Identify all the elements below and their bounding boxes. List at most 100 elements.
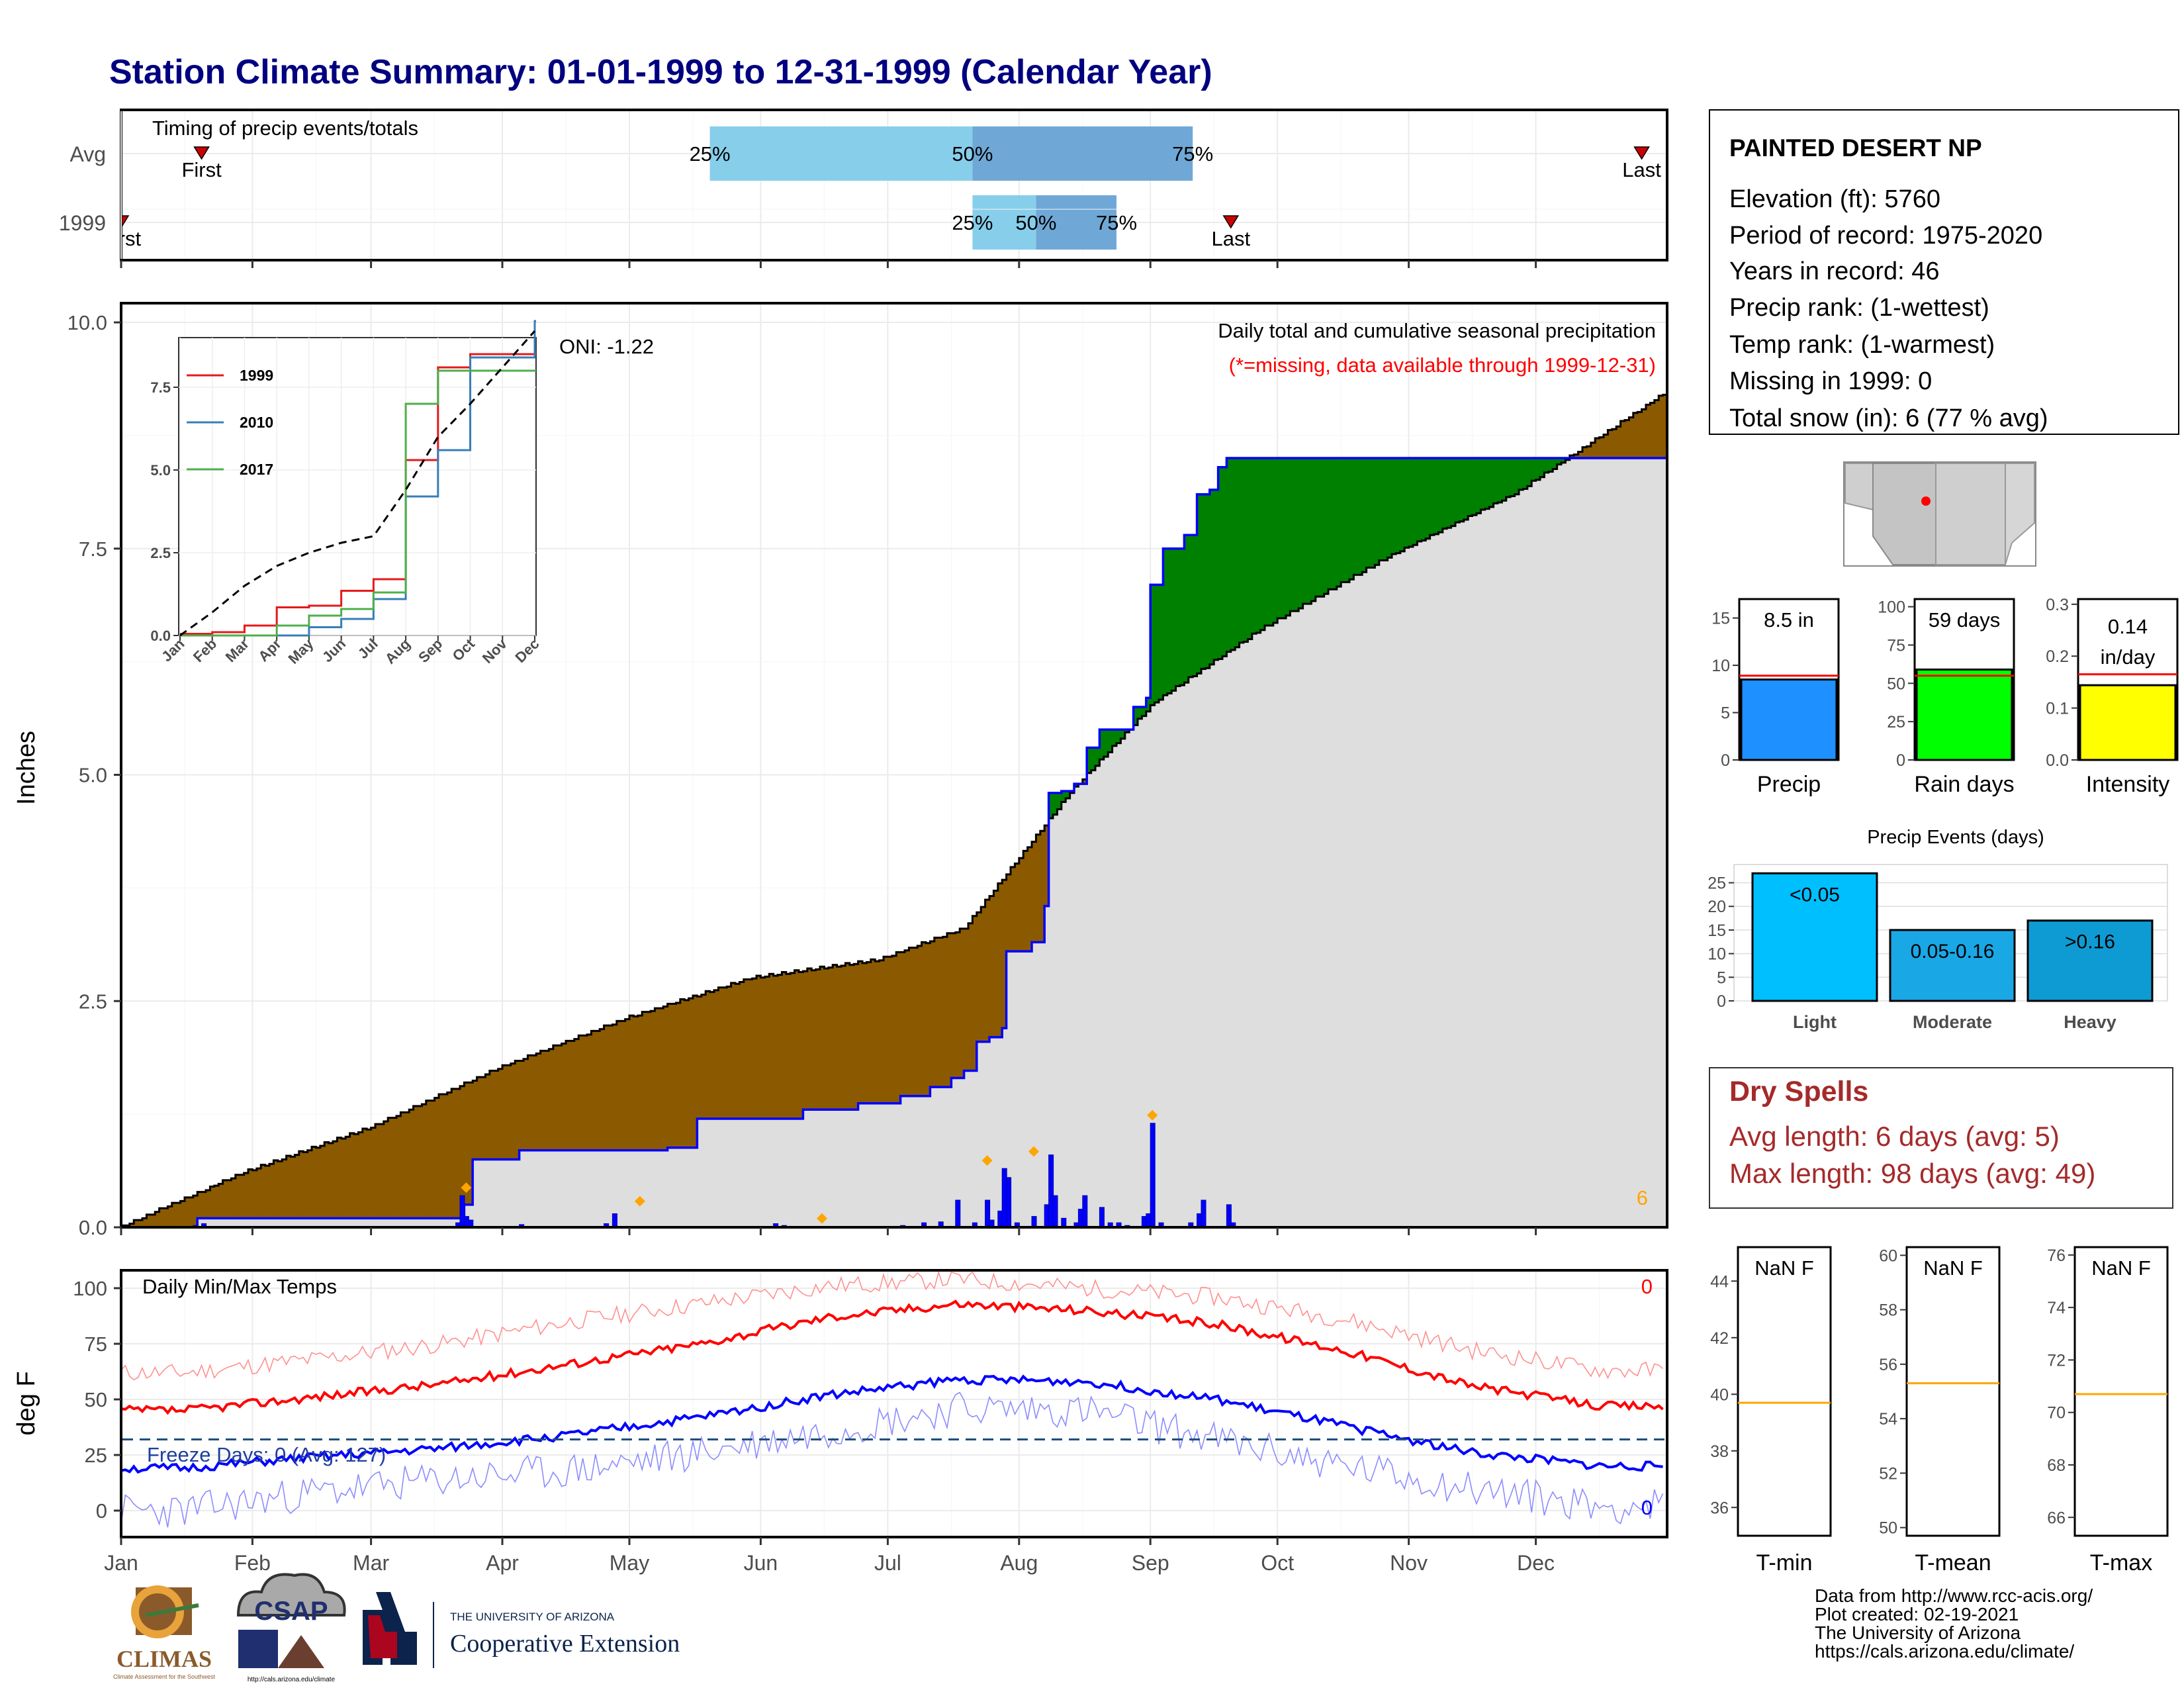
summary-value-unit: in/day — [2101, 645, 2156, 669]
precip-y-label: Inches — [13, 731, 40, 805]
summary-ytick-label: 25 — [1887, 713, 1905, 731]
dry-spells-border — [1709, 1067, 2173, 1209]
temp-box-ytick-label: 74 — [2047, 1299, 2066, 1317]
summary-ytick-label: 0 — [1896, 751, 1905, 770]
snow-event-marker — [1147, 1109, 1158, 1121]
month-label: Jan — [104, 1551, 138, 1575]
daily-precip-bar — [1052, 1195, 1058, 1228]
temp-box-label: T-max — [2090, 1550, 2152, 1575]
average-cumulative-line — [121, 393, 1667, 1227]
first-event-marker — [193, 146, 210, 160]
csap-cloud — [236, 1573, 346, 1617]
summary-ytick-label: 5 — [1721, 704, 1730, 723]
events-bar-label: 0.05-0.16 — [1911, 941, 1995, 962]
month-label: Nov — [1390, 1551, 1428, 1575]
summary-label: Precip — [1757, 772, 1821, 797]
temp-box-frame — [1905, 1246, 2001, 1537]
summary-ytick-label: 100 — [1878, 598, 1905, 617]
last-event-marker — [1222, 215, 1240, 229]
inset-ytick-label: 7.5 — [150, 379, 171, 396]
logo-csap: CSAP http://cals.arizona.edu/climate — [236, 1573, 346, 1683]
daily-precip-bar — [1006, 1177, 1012, 1228]
timing-bar-q2 — [972, 126, 1193, 181]
precip-ytick-label: 7.5 — [79, 538, 107, 561]
temp-y-label: deg F — [13, 1371, 40, 1435]
record-low-line — [120, 1391, 1664, 1528]
temp-box-ytick-label: 66 — [2047, 1509, 2066, 1527]
month-axis: Jan Feb Mar Apr May Jun Jul Aug Sep Oct Nov Dec — [104, 1537, 1555, 1575]
month-label: Jun — [744, 1551, 778, 1575]
station-years: Years in record: 46 — [1729, 258, 1940, 285]
temp-panel: 0 25 50 75 100 deg F Daily Min/Max Temps Fre… — [13, 1269, 1668, 1575]
station-name: PAINTED DESERT NP — [1729, 134, 1982, 162]
temp-box-ytick-label: 44 — [1710, 1272, 1729, 1291]
inset-ytick-label: 0.0 — [150, 628, 171, 644]
footer-credits: Data from http://www.rcc-acis.org/ Plot … — [1815, 1585, 2093, 1662]
events-bar-label: >0.16 — [2065, 931, 2115, 953]
snow-event-marker — [461, 1182, 472, 1194]
map-state-newmexico — [1935, 463, 2006, 565]
summary-ytick-label: 0.0 — [2046, 751, 2069, 770]
events-chart-body: 0 5 10 15 20 25 <0.05 Light 0.05-0.16 Moderate >0.… — [1707, 864, 2168, 1032]
station-location-dot — [1921, 496, 1931, 506]
temp-box-ytick-label: 54 — [1879, 1410, 1897, 1429]
map-state-east — [2005, 463, 2035, 565]
temp-lines — [120, 1270, 1666, 1528]
station-elevation: Elevation (ft): 5760 — [1729, 185, 1940, 213]
month-label: Aug — [1000, 1551, 1038, 1575]
temp-box-ytick-label: 42 — [1710, 1329, 1729, 1348]
precip-y-ticks: 0.0 2.5 5.0 7.5 10.0 — [68, 260, 1537, 1239]
summary-ytick-label: 10 — [1711, 657, 1730, 675]
timing-pct-label: 25% — [952, 211, 993, 234]
month-label: Dec — [1517, 1551, 1555, 1575]
station-period: Period of record: 1975-2020 — [1729, 222, 2042, 250]
precip-ytick-label: 0.0 — [79, 1216, 107, 1239]
events-title: Precip Events (days) — [1867, 827, 2044, 848]
precip-areas — [120, 393, 1668, 1229]
ua-a-inner — [368, 1615, 397, 1658]
events-ytick-label: 0 — [1717, 992, 1726, 1011]
max-count: 0 — [1641, 1275, 1653, 1298]
month-label: Jul — [874, 1551, 901, 1575]
temp-ytick-label: 50 — [85, 1388, 107, 1411]
summary-value: 8.5 in — [1764, 608, 1814, 632]
timing-row-avg: Avg — [69, 142, 106, 166]
temp-panel-title: Daily Min/Max Temps — [142, 1275, 337, 1298]
dry-spells-box: Dry Spells Avg length: 6 days (avg: 5) M… — [1709, 1067, 2173, 1209]
precip-ytick-label: 5.0 — [79, 764, 107, 787]
inset-legend: 1999 2010 2017 — [187, 367, 273, 478]
summary-ytick-label: 0.3 — [2046, 596, 2069, 614]
inset-legend-label: 2010 — [240, 414, 273, 431]
daily-precip-bar — [1061, 1217, 1067, 1228]
station-info-border — [1709, 109, 2179, 435]
station-temp-rank: Temp rank: (1-warmest) — [1729, 331, 1995, 359]
temp-box-ytick-label: 36 — [1710, 1499, 1729, 1517]
first-event-label: First — [101, 227, 142, 250]
station-missing: Missing in 1999: 0 — [1729, 367, 1932, 395]
last-event-marker — [1633, 146, 1650, 160]
events-category-label: Moderate — [1913, 1012, 1992, 1032]
summary-value: 59 days — [1929, 608, 2001, 632]
daily-precip-bar — [1201, 1199, 1206, 1228]
logo-climas: CLIMAS Climate Assessment for the Southw… — [113, 1585, 216, 1680]
temp-box-ytick-label: 72 — [2047, 1351, 2066, 1370]
events-bar-heavy — [2026, 919, 2154, 1002]
summary-ytick-label: 0.1 — [2046, 700, 2069, 718]
ua-small-text: THE UNIVERSITY OF ARIZONA — [450, 1611, 615, 1623]
events-ytick-label: 5 — [1717, 968, 1726, 987]
temp-ytick-label: 75 — [85, 1333, 107, 1356]
timing-bars: 25% 50% 75% First Last 25% 50% 75% First Last — [101, 126, 1661, 250]
climas-logo-stroke — [145, 1603, 199, 1617]
timing-pct-label: 25% — [690, 142, 731, 165]
temp-panel-bg — [121, 1270, 1667, 1537]
temp-box-ytick-label: 76 — [2047, 1246, 2066, 1265]
csap-bars — [238, 1630, 278, 1668]
first-event-marker — [122, 215, 130, 227]
temp-ytick-label: 0 — [96, 1499, 107, 1523]
dry-spells-title: Dry Spells — [1729, 1076, 1868, 1107]
temp-box-ytick-label: 40 — [1710, 1385, 1729, 1404]
observed-cumulative-line — [121, 457, 1667, 1229]
inset-series-2017 — [180, 369, 536, 637]
record-high-line — [120, 1270, 1664, 1381]
